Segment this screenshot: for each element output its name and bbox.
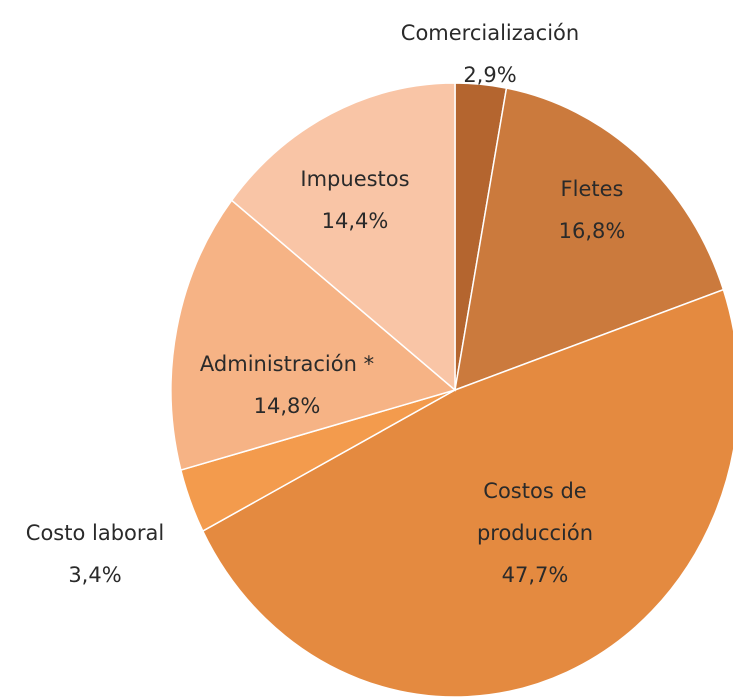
slice-label: Administración * 14,8% [200, 343, 374, 427]
pie-slice [201, 288, 733, 697]
pie-slice [230, 82, 456, 392]
category-label: Impuestos [300, 167, 410, 191]
slice-label: Comercialización 2,9% [401, 12, 579, 96]
category-label: Costos de producción [476, 479, 594, 545]
value-label: 2,9% [463, 63, 517, 87]
category-label: Comercialización [400, 21, 580, 45]
value-label: 47,7% [501, 563, 569, 587]
pie-slice [170, 199, 457, 472]
value-label: 14,4% [321, 209, 389, 233]
value-label: 16,8% [558, 219, 626, 243]
slice-label: Fletes 16,8% [559, 168, 626, 252]
slice-label: Costos de producción 47,7% [450, 470, 620, 596]
value-label: 14,8% [253, 394, 321, 418]
category-label: Fletes [560, 177, 624, 201]
category-label: Costo laboral [25, 521, 165, 545]
slice-label: Costo laboral 3,4% [26, 512, 164, 596]
category-label: Administración * [199, 352, 375, 376]
slice-label: Impuestos 14,4% [300, 158, 409, 242]
value-label: 3,4% [68, 563, 122, 587]
